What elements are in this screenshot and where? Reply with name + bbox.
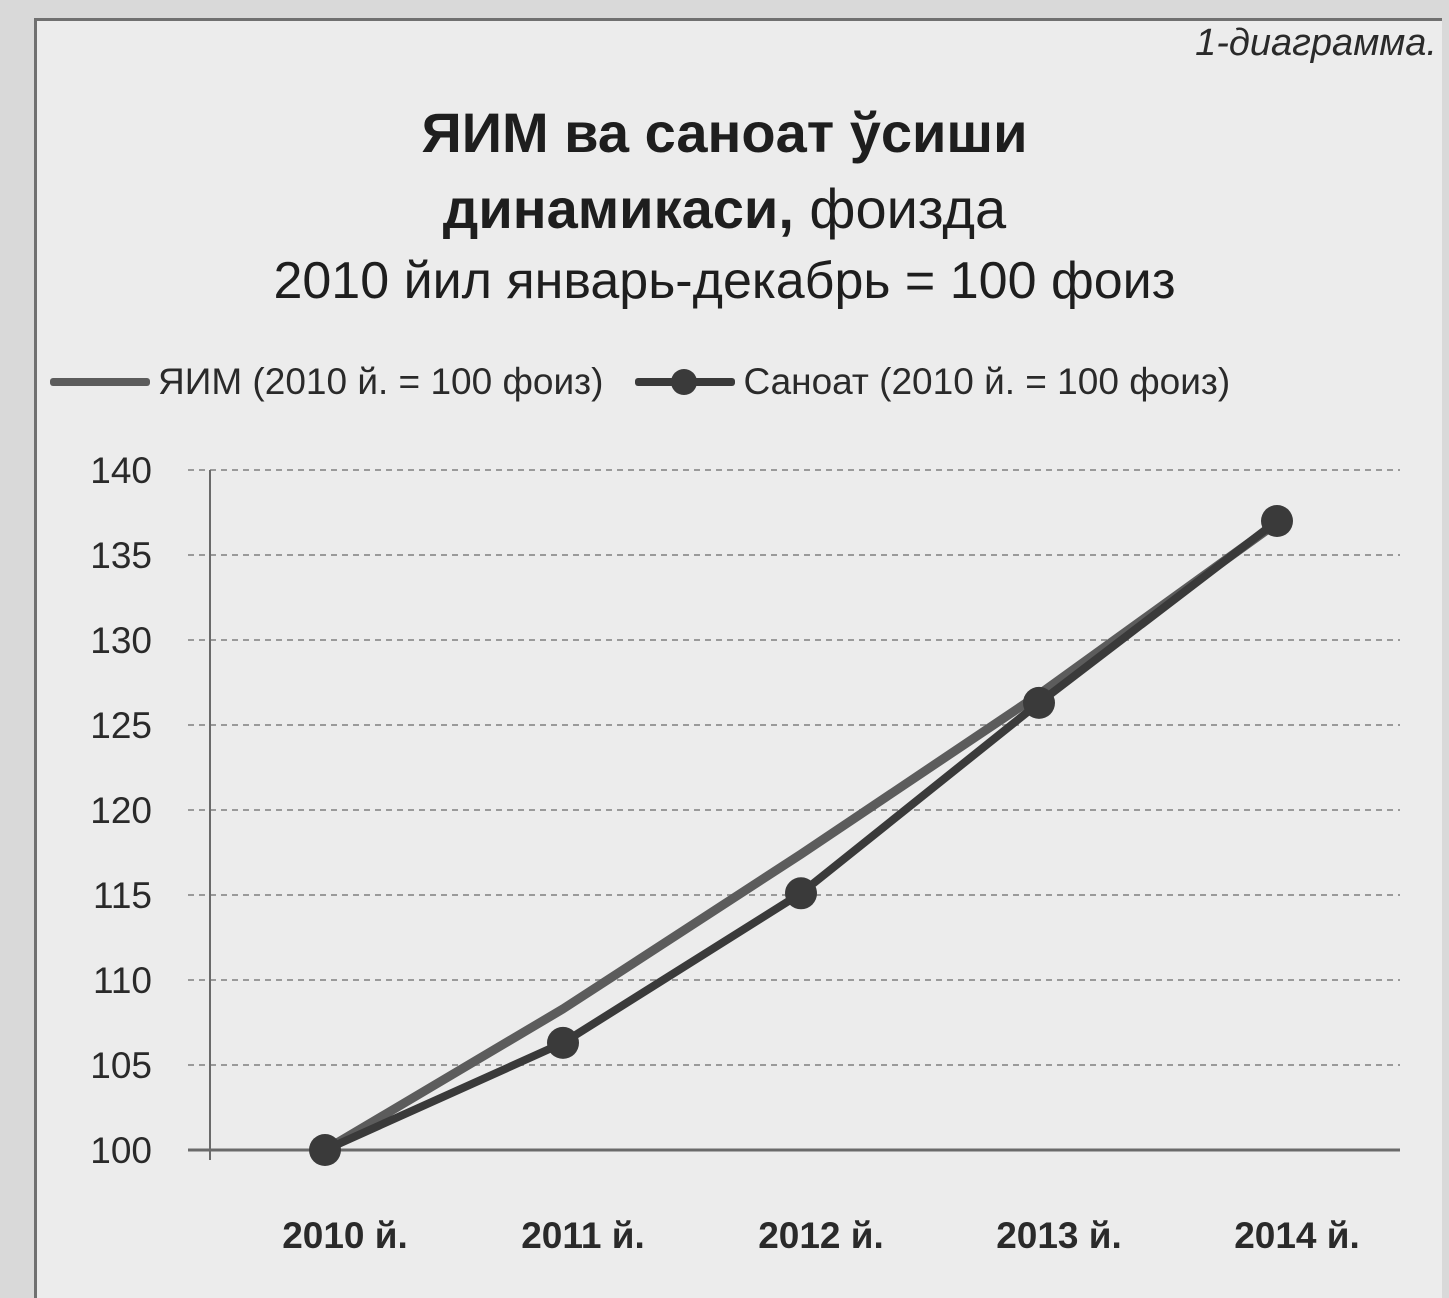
x-tick-label-3: 2013 й. [996,1215,1122,1256]
legend-label-sanoat: Саноат (2010 й. = 100 фоиз) [743,361,1231,402]
x-tick-label-2: 2012 й. [758,1215,884,1256]
y-tick-label-105: 105 [90,1045,152,1086]
series-point-sanoat-3 [1023,686,1055,719]
title-line-2-normal: фоизда [793,177,1007,240]
title-line-3: 2010 йил январь-декабрь = 100 фоиз [273,252,1176,310]
y-tick-label-115: 115 [93,875,152,916]
y-tick-label-125: 125 [90,705,152,746]
legend-swatch-yaim [50,367,150,397]
chart-title: ЯИМ ва саноат ўсиши динамикаси, фоизда 2… [0,95,1449,319]
x-tick-label-4: 2014 й. [1234,1215,1360,1256]
legend-item-yaim: ЯИМ (2010 й. = 100 фоиз) [50,361,603,403]
y-tick-label-110: 110 [93,960,152,1001]
legend-swatch-sanoat [635,367,736,397]
legend-label-yaim: ЯИМ (2010 й. = 100 фоиз) [158,361,604,402]
chart-legend: ЯИМ (2010 й. = 100 фоиз) Саноат (2010 й.… [50,356,1449,408]
series-point-sanoat-0 [309,1134,341,1166]
figure-caption: 1-диаграмма. [1195,22,1437,64]
y-tick-label-100: 100 [90,1130,152,1171]
title-line-1-bold: ЯИМ ва саноат ўсиши [421,101,1028,164]
x-tick-label-0: 2010 й. [282,1215,408,1256]
title-line-1: ЯИМ ва саноат ўсиши [0,95,1449,171]
series-point-sanoat-1 [547,1026,579,1059]
y-tick-label-120: 120 [90,790,152,831]
chart-frame [34,18,1442,1298]
x-tick-label-1: 2011 й. [521,1215,645,1256]
y-tick-label-140: 140 [90,450,152,491]
title-line-2: динамикаси, фоизда [0,171,1449,247]
series-point-sanoat-2 [785,877,817,910]
series-line-yaim [320,518,1282,1155]
series-point-sanoat-4 [1261,505,1293,537]
legend-item-sanoat: Саноат (2010 й. = 100 фоиз) [635,361,1230,403]
y-tick-label-130: 130 [90,620,152,661]
series-line-sanoat [321,517,1281,1154]
title-line-2-bold: динамикаси, [442,177,794,240]
y-tick-label-135: 135 [90,535,152,576]
